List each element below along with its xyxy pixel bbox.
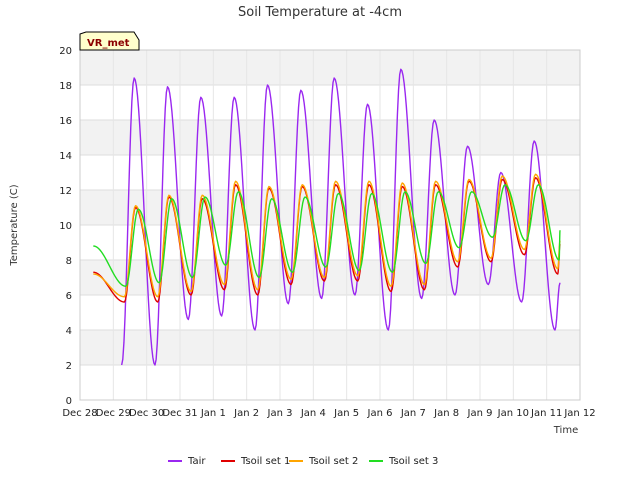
- x-tick-label: Jan 5: [333, 408, 359, 419]
- plot-frame: [79, 49, 581, 401]
- legend-item: Tsoil set 1: [221, 456, 290, 467]
- y-tick-label: 6: [66, 291, 72, 302]
- x-tick-label: Jan 10: [497, 408, 529, 419]
- x-axis-title: Time: [553, 425, 578, 436]
- y-tick-label: 8: [66, 256, 72, 267]
- legend-label: Tsoil set 3: [388, 456, 438, 467]
- x-tick-label: Jan 2: [233, 408, 259, 419]
- y-tick-label: 16: [59, 116, 72, 127]
- site-badge-label: VR_met: [87, 38, 130, 49]
- chart-title: Soil Temperature at -4cm: [238, 5, 402, 20]
- plot-band: [80, 330, 580, 365]
- x-tick-label: Jan 3: [267, 408, 293, 419]
- y-tick-label: 2: [66, 361, 72, 372]
- legend-label: Tair: [187, 456, 206, 467]
- x-tick-label: Jan 11: [530, 408, 562, 419]
- x-tick-label: Jan 4: [300, 408, 326, 419]
- x-tick-label: Jan 1: [200, 408, 226, 419]
- x-tick-label: Jan 9: [467, 408, 493, 419]
- axes: [79, 49, 581, 401]
- x-tick-label: Jan 12: [563, 408, 595, 419]
- legend: Tair Tsoil set 1 Tsoil set 2 Tsoil set 3: [168, 456, 438, 467]
- legend-label: Tsoil set 1: [240, 456, 290, 467]
- y-tick-label: 14: [59, 151, 72, 162]
- y-tick-label: 0: [66, 396, 72, 407]
- y-tick-label: 12: [59, 186, 72, 197]
- legend-item: Tair: [168, 456, 206, 467]
- legend-item: Tsoil set 3: [369, 456, 438, 467]
- y-tick-label: 18: [59, 81, 72, 92]
- plot-band: [80, 50, 580, 85]
- series-line-tair: [120, 68, 561, 366]
- y-tick-label: 10: [59, 221, 72, 232]
- series-line-tsoil-set-3: [93, 184, 561, 287]
- x-tick-label: Dec 28: [62, 408, 97, 419]
- y-axis-title: Temperature (C): [9, 184, 20, 266]
- x-tick-label: Jan 7: [400, 408, 426, 419]
- x-tick-label: Jan 8: [433, 408, 459, 419]
- site-badge: VR_met: [79, 31, 140, 51]
- series-layer: [93, 68, 561, 366]
- y-tick-label: 4: [66, 326, 72, 337]
- site-badge-box: [79, 31, 140, 51]
- y-tick-label: 20: [59, 46, 72, 57]
- x-tick-label: Dec 30: [129, 408, 164, 419]
- plot-band: [80, 190, 580, 225]
- legend-label: Tsoil set 2: [308, 456, 358, 467]
- x-tick-label: Dec 29: [96, 408, 131, 419]
- x-tick-label: Dec 31: [162, 408, 197, 419]
- legend-item: Tsoil set 2: [289, 456, 358, 467]
- x-tick-label: Jan 6: [367, 408, 393, 419]
